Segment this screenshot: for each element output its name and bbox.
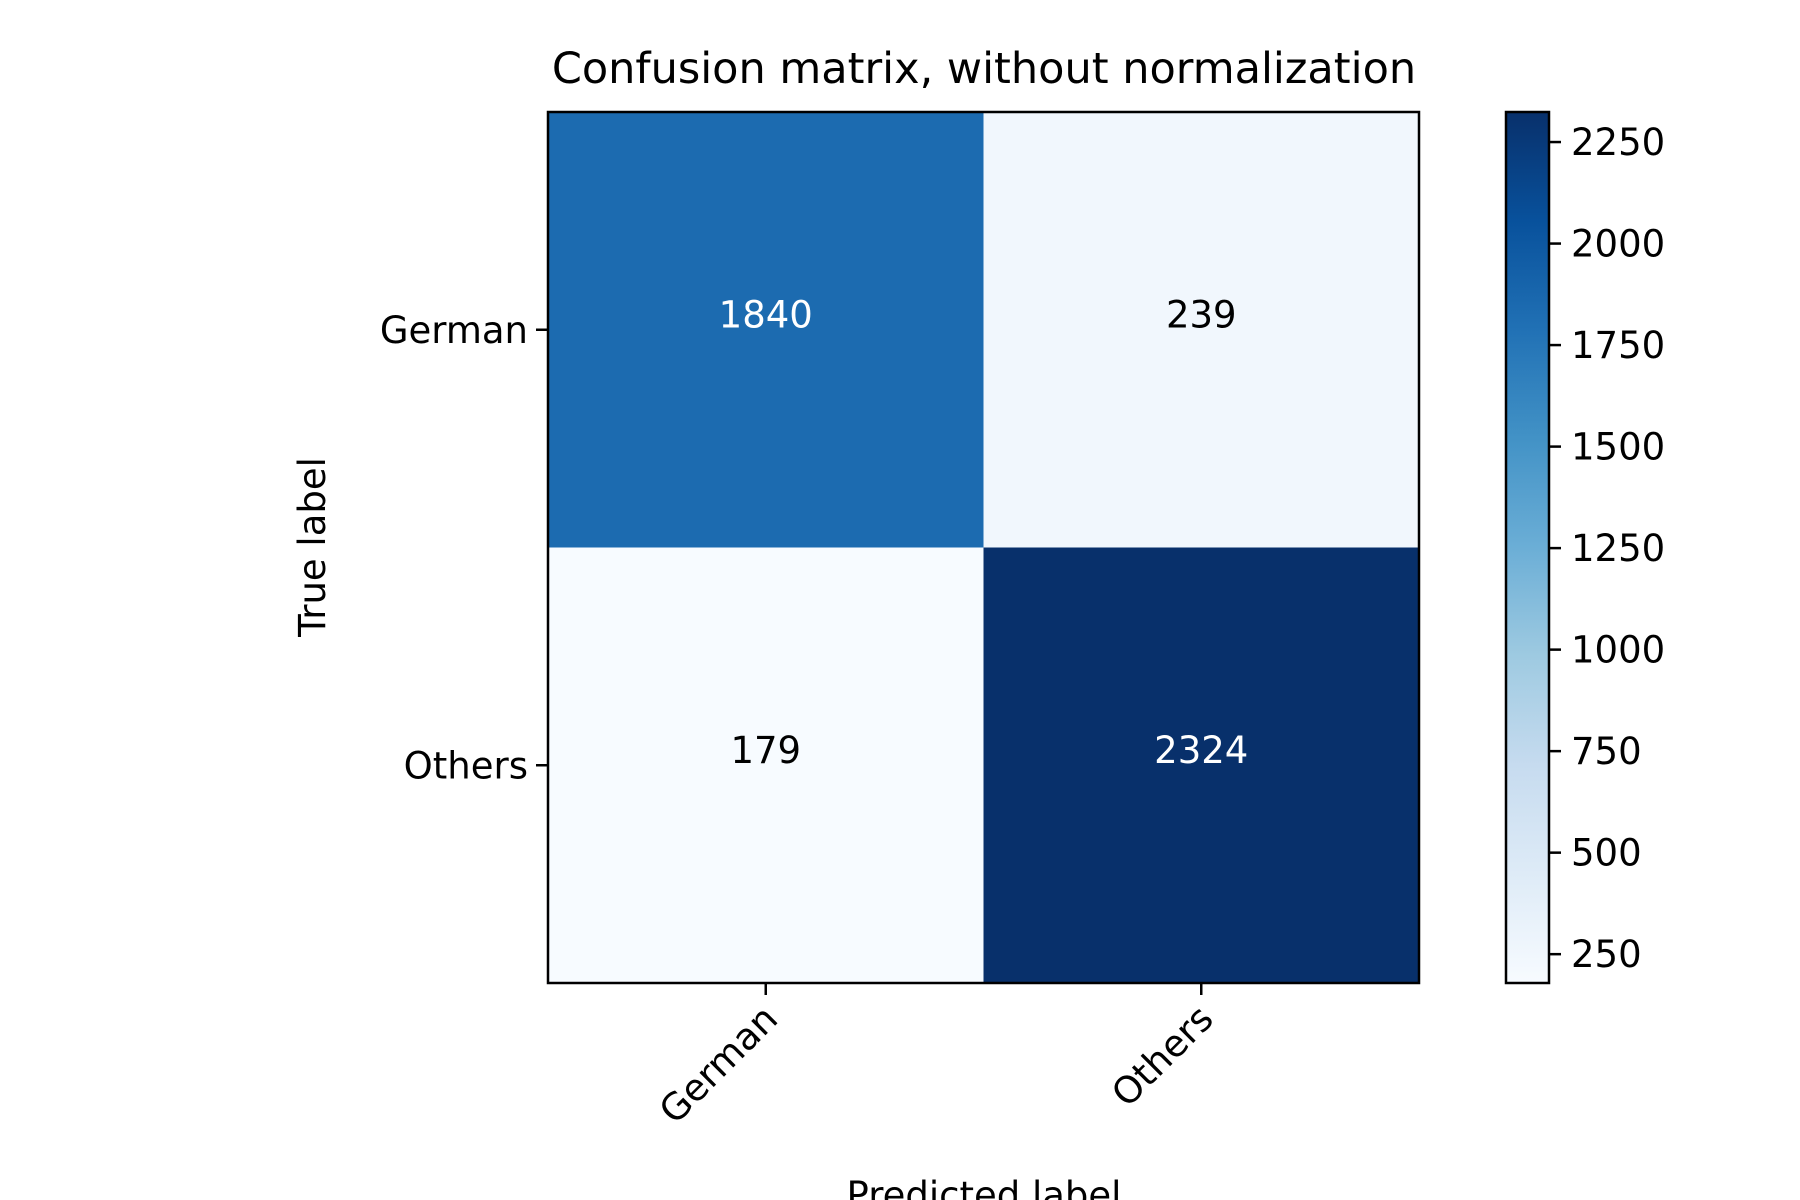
- x-tick-label: Others: [1103, 997, 1221, 1115]
- x-axis-label: Predicted label: [847, 1174, 1122, 1200]
- plot-frame: [546, 110, 1421, 985]
- colorbar-tick-label: 1750: [1571, 324, 1665, 367]
- colorbar: [1504, 110, 1551, 985]
- colorbar-tick-label: 1500: [1571, 426, 1665, 469]
- colorbar-tick-label: 1250: [1571, 527, 1665, 570]
- chart-title: Confusion matrix, without normalization: [552, 44, 1416, 94]
- y-tick-label: Others: [404, 744, 528, 787]
- colorbar-tick-label: 750: [1571, 730, 1642, 773]
- y-axis-ticks: German Others: [380, 309, 548, 787]
- cell-value-label: 239: [1166, 293, 1237, 336]
- matrix-cells: [548, 112, 1419, 983]
- colorbar-tick-label: 2000: [1571, 223, 1665, 266]
- colorbar-tick-label: 500: [1571, 832, 1642, 875]
- colorbar-tick-label: 2250: [1571, 121, 1665, 164]
- cell-value-label: 179: [730, 729, 801, 772]
- matrix-cell: [548, 547, 984, 983]
- cell-value-label: 2324: [1154, 729, 1248, 772]
- colorbar-tick-label: 250: [1571, 933, 1642, 976]
- colorbar-ticks: 250 500 750 1000 1250 1500 1750 2000 2250: [1549, 121, 1665, 976]
- cell-value-labels: 1840 239 179 2324: [719, 293, 1249, 772]
- matrix-cell: [983, 547, 1419, 983]
- y-axis-label: True label: [291, 457, 334, 638]
- x-axis-ticks: German Others: [651, 983, 1222, 1132]
- y-tick-label: German: [380, 309, 528, 352]
- x-tick-label: German: [651, 997, 786, 1132]
- cell-value-label: 1840: [719, 293, 813, 336]
- matrix-cell: [983, 112, 1419, 548]
- matrix-cell: [548, 112, 984, 548]
- colorbar-tick-label: 1000: [1571, 629, 1665, 672]
